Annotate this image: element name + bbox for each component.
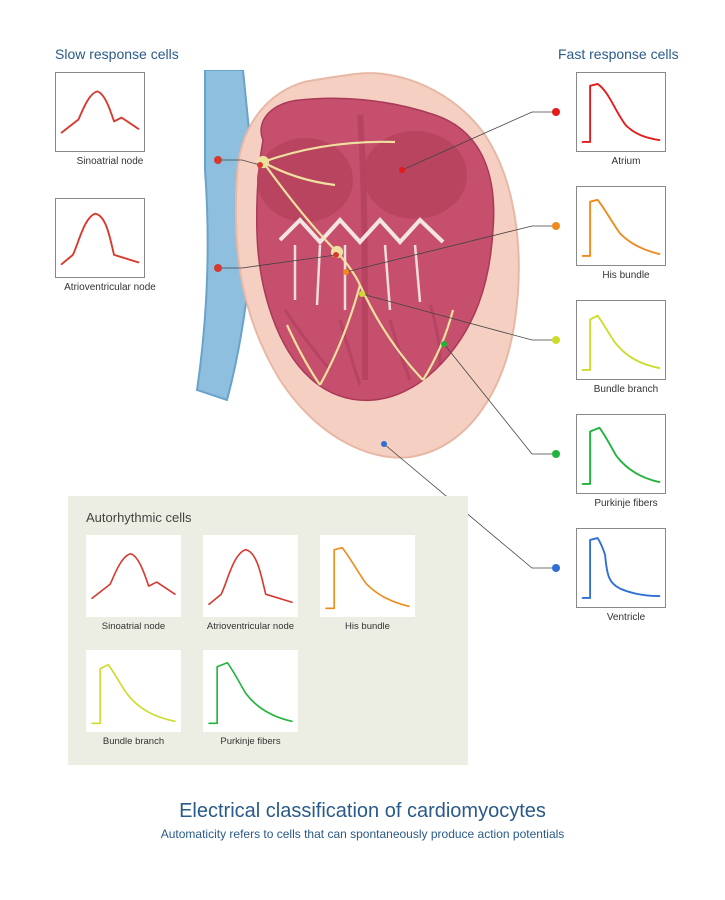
leader-dot-ventricle [552,564,560,572]
slow-header: Slow response cells [55,46,179,62]
auto-waveform [86,535,181,617]
leader-tip-sa [257,162,263,168]
auto-label: Atrioventricular node [203,621,298,632]
waveform-label-bundle: Bundle branch [576,384,676,395]
main-title: Electrical classification of cardiomyocy… [0,800,725,823]
leader-tip-bundle [359,291,365,297]
waveform-box-ventricle [576,528,666,608]
waveform-box-purkinje [576,414,666,494]
auto-label: Sinoatrial node [86,621,181,632]
waveform-label-purkinje: Purkinje fibers [576,498,676,509]
waveform-box-his [576,186,666,266]
auto-cell: Bundle branch [86,650,181,747]
leader-tip-atrium [399,167,405,173]
fast-header: Fast response cells [558,46,679,62]
leader-dot-atrium [552,108,560,116]
waveform-label-his: His bundle [576,270,676,281]
auto-label: Purkinje fibers [203,736,298,747]
waveform-label-sa: Sinoatrial node [55,156,165,167]
auto-waveform [320,535,415,617]
auto-label: Bundle branch [86,736,181,747]
waveform-box-bundle [576,300,666,380]
waveform-box-sa [55,72,145,152]
leader-tip-av [333,252,339,258]
leader-dot-his [552,222,560,230]
title-block: Electrical classification of cardiomyocy… [0,800,725,841]
auto-cell: Purkinje fibers [203,650,298,747]
leader-tip-purkinje [441,341,447,347]
leader-tip-ventricle [381,441,387,447]
auto-label: His bundle [320,621,415,632]
autorhythmic-panel: Autorhythmic cells Sinoatrial node Atrio… [68,496,468,765]
auto-waveform [203,650,298,732]
waveform-label-atrium: Atrium [576,156,676,167]
auto-waveform [86,650,181,732]
waveform-label-ventricle: Ventricle [576,612,676,623]
waveform-box-atrium [576,72,666,152]
auto-cell: Sinoatrial node [86,535,181,632]
waveform-label-av: Atrioventricular node [55,282,165,293]
heart-illustration [185,70,525,465]
auto-cell: His bundle [320,535,415,632]
auto-waveform [203,535,298,617]
leader-dot-bundle [552,336,560,344]
leader-dot-purkinje [552,450,560,458]
autorhythmic-title: Autorhythmic cells [86,510,450,525]
diagram-canvas: Slow response cells Fast response cells … [0,0,725,900]
leader-dot-av [214,264,222,272]
auto-cell: Atrioventricular node [203,535,298,632]
leader-tip-his [343,269,349,275]
waveform-box-av [55,198,145,278]
leader-dot-sa [214,156,222,164]
subtitle: Automaticity refers to cells that can sp… [0,827,725,841]
